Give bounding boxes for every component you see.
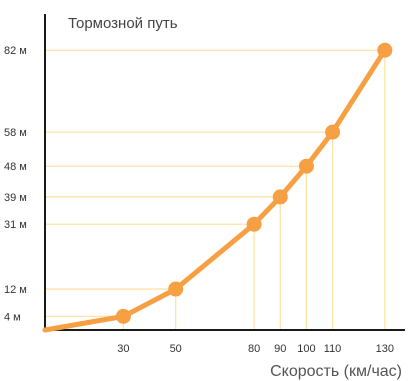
x-tick-labels: 30 50 80 90 100 110 130	[117, 343, 394, 355]
y-tick-label: 4 м	[4, 311, 21, 323]
data-point-130	[377, 42, 393, 58]
data-markers	[115, 42, 393, 324]
data-point-30	[115, 308, 131, 324]
y-tick-label: 82 м	[4, 45, 27, 57]
x-tick-label: 130	[376, 343, 394, 355]
data-point-80	[246, 216, 262, 232]
data-point-110	[325, 124, 341, 140]
y-tick-label: 39 м	[4, 192, 27, 204]
x-tick-label: 100	[297, 343, 315, 355]
y-tick-labels: 4 м 12 м 31 м 39 м 48 м 58 м 82 м	[4, 45, 27, 323]
x-axis-label: Скорость (км/час)	[270, 363, 402, 380]
data-point-100	[298, 158, 314, 174]
y-tick-label: 31 м	[4, 219, 27, 231]
x-tick-label: 110	[324, 343, 342, 355]
data-point-50	[168, 281, 184, 297]
chart-title: Тормозной путь	[68, 15, 178, 32]
x-tick-label: 90	[274, 343, 286, 355]
guide-lines	[45, 49, 386, 330]
x-tick-label: 30	[117, 343, 129, 355]
y-tick-label: 12 м	[4, 284, 27, 296]
x-tick-label: 50	[170, 343, 182, 355]
data-point-90	[272, 189, 288, 205]
y-tick-label: 48 м	[4, 161, 27, 173]
x-tick-label: 80	[248, 343, 260, 355]
y-tick-label: 58 м	[4, 127, 27, 139]
series-line	[42, 47, 388, 333]
